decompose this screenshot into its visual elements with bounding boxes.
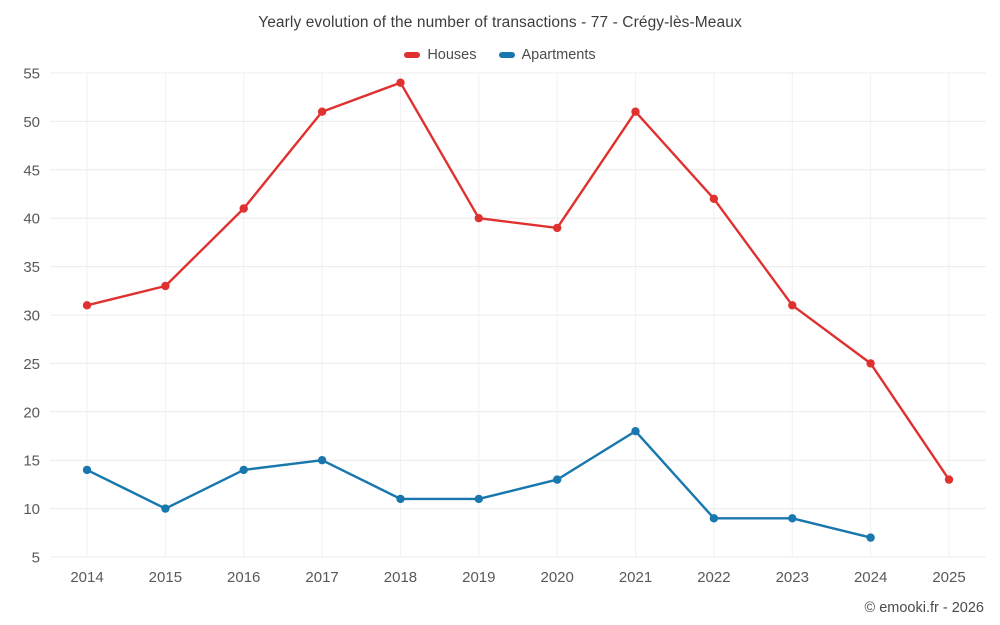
y-tick-label: 40 [23, 211, 40, 228]
data-point [553, 223, 562, 233]
gridlines [50, 72, 986, 558]
y-tick-label: 15 [23, 453, 40, 470]
x-tick-label: 2024 [854, 569, 887, 586]
chart-title: Yearly evolution of the number of transa… [258, 14, 742, 31]
data-point [788, 301, 797, 310]
data-point [239, 465, 248, 475]
legend-marker [498, 52, 515, 58]
y-tick-label: 45 [23, 162, 40, 179]
y-axis-labels: 5 10 15 20 25 30 35 40 45 50 55 [23, 66, 40, 567]
y-tick-label: 25 [23, 356, 40, 373]
data-point [474, 214, 483, 223]
series-markers-apartments [82, 427, 875, 542]
x-tick-label: 2016 [227, 569, 260, 586]
data-point [474, 494, 483, 504]
series-line-houses [85, 81, 951, 481]
legend: Houses Apartments [0, 45, 1000, 65]
x-tick-label: 2023 [776, 569, 809, 586]
data-point [317, 107, 327, 116]
data-point [317, 456, 327, 465]
data-point [631, 427, 640, 436]
y-tick-label: 55 [23, 66, 40, 83]
data-point [396, 494, 405, 504]
x-tick-label: 2021 [619, 569, 652, 586]
data-point [944, 475, 954, 484]
copyright: © emooki.fr - 2026 [864, 600, 984, 616]
data-point [866, 359, 875, 368]
y-tick-label: 5 [32, 550, 40, 567]
x-tick-label: 2018 [384, 569, 417, 586]
data-point [631, 107, 640, 116]
data-point [161, 281, 170, 291]
x-tick-label: 2015 [149, 569, 182, 586]
data-point [82, 465, 92, 475]
x-axis-labels: 2014 2015 2016 2017 2018 2019 2020 2021 2022 2023… [70, 569, 965, 586]
y-tick-label: 20 [23, 404, 40, 421]
x-tick-label: 2014 [70, 569, 103, 586]
data-point [396, 78, 405, 87]
y-tick-label: 50 [23, 114, 40, 131]
series-markers-houses [82, 78, 954, 484]
x-tick-label: 2020 [540, 569, 573, 586]
x-tick-label: 2017 [305, 569, 338, 586]
x-tick-label: 2019 [462, 569, 495, 586]
legend-marker [404, 52, 421, 58]
data-point [709, 514, 719, 523]
data-point [239, 204, 248, 213]
data-point [82, 301, 92, 310]
y-tick-label: 35 [23, 259, 40, 276]
data-point [161, 504, 170, 513]
legend-label: Apartments [521, 47, 596, 63]
data-point [788, 514, 797, 523]
data-point [709, 194, 719, 203]
legend-item-houses[interactable]: Houses [404, 45, 477, 65]
x-tick-label: 2022 [697, 569, 730, 586]
legend-item-apartments[interactable]: Apartments [498, 45, 596, 65]
legend-label: Houses [427, 47, 477, 63]
x-tick-label: 2025 [932, 569, 965, 586]
y-tick-label: 10 [23, 501, 40, 518]
data-point [866, 533, 875, 542]
y-tick-label: 30 [23, 308, 40, 325]
data-point [553, 475, 562, 484]
